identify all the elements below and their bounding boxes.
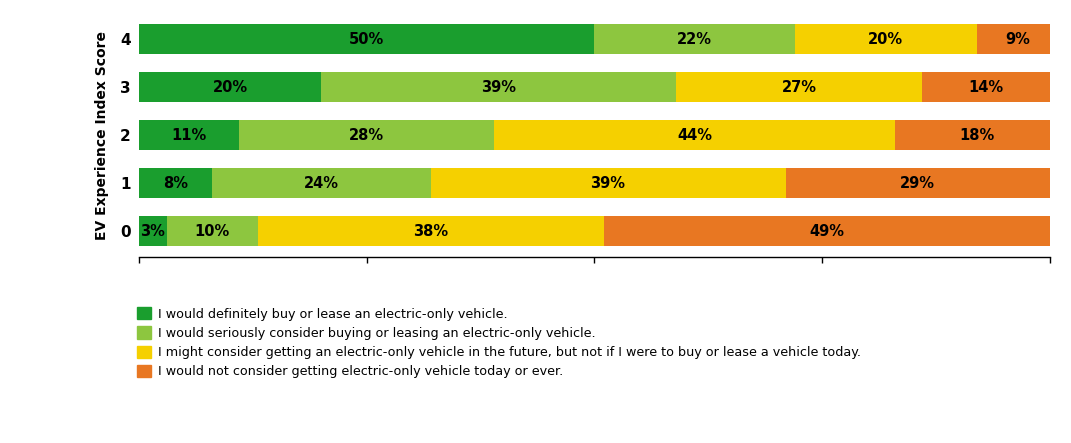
Text: 14%: 14% — [968, 80, 1004, 95]
Text: 10%: 10% — [195, 224, 229, 238]
Bar — [139, 120, 240, 150]
Bar — [212, 168, 431, 198]
Bar — [139, 72, 321, 102]
Y-axis label: EV Experience Index Score: EV Experience Index Score — [95, 31, 109, 240]
Text: 8%: 8% — [163, 175, 188, 190]
Text: 27%: 27% — [782, 80, 817, 95]
Bar — [922, 72, 1050, 102]
Bar — [786, 168, 1050, 198]
Text: 50%: 50% — [349, 32, 384, 47]
Bar — [258, 216, 603, 246]
Bar — [677, 72, 922, 102]
Text: 44%: 44% — [677, 128, 712, 143]
Bar — [795, 24, 977, 54]
Bar — [977, 24, 1058, 54]
Bar — [494, 120, 894, 150]
Text: 39%: 39% — [481, 80, 516, 95]
Bar — [240, 120, 494, 150]
Bar — [139, 24, 594, 54]
Text: 49%: 49% — [809, 224, 844, 238]
Text: 9%: 9% — [1006, 32, 1030, 47]
Bar — [431, 168, 785, 198]
Text: 39%: 39% — [590, 175, 625, 190]
Text: 18%: 18% — [960, 128, 994, 143]
Bar — [895, 120, 1058, 150]
Text: 20%: 20% — [869, 32, 903, 47]
Bar — [594, 24, 795, 54]
Text: 38%: 38% — [413, 224, 448, 238]
Text: 24%: 24% — [304, 175, 338, 190]
Text: 11%: 11% — [171, 128, 207, 143]
Bar — [167, 216, 257, 246]
Text: 3%: 3% — [140, 224, 165, 238]
Bar — [603, 216, 1050, 246]
Text: 28%: 28% — [349, 128, 384, 143]
Bar — [139, 216, 167, 246]
Bar — [321, 72, 677, 102]
Text: 22%: 22% — [677, 32, 712, 47]
Legend: I would definitely buy or lease an electric-only vehicle., I would seriously con: I would definitely buy or lease an elect… — [136, 307, 861, 378]
Bar — [139, 168, 212, 198]
Text: 20%: 20% — [213, 80, 247, 95]
Text: 29%: 29% — [900, 175, 935, 190]
